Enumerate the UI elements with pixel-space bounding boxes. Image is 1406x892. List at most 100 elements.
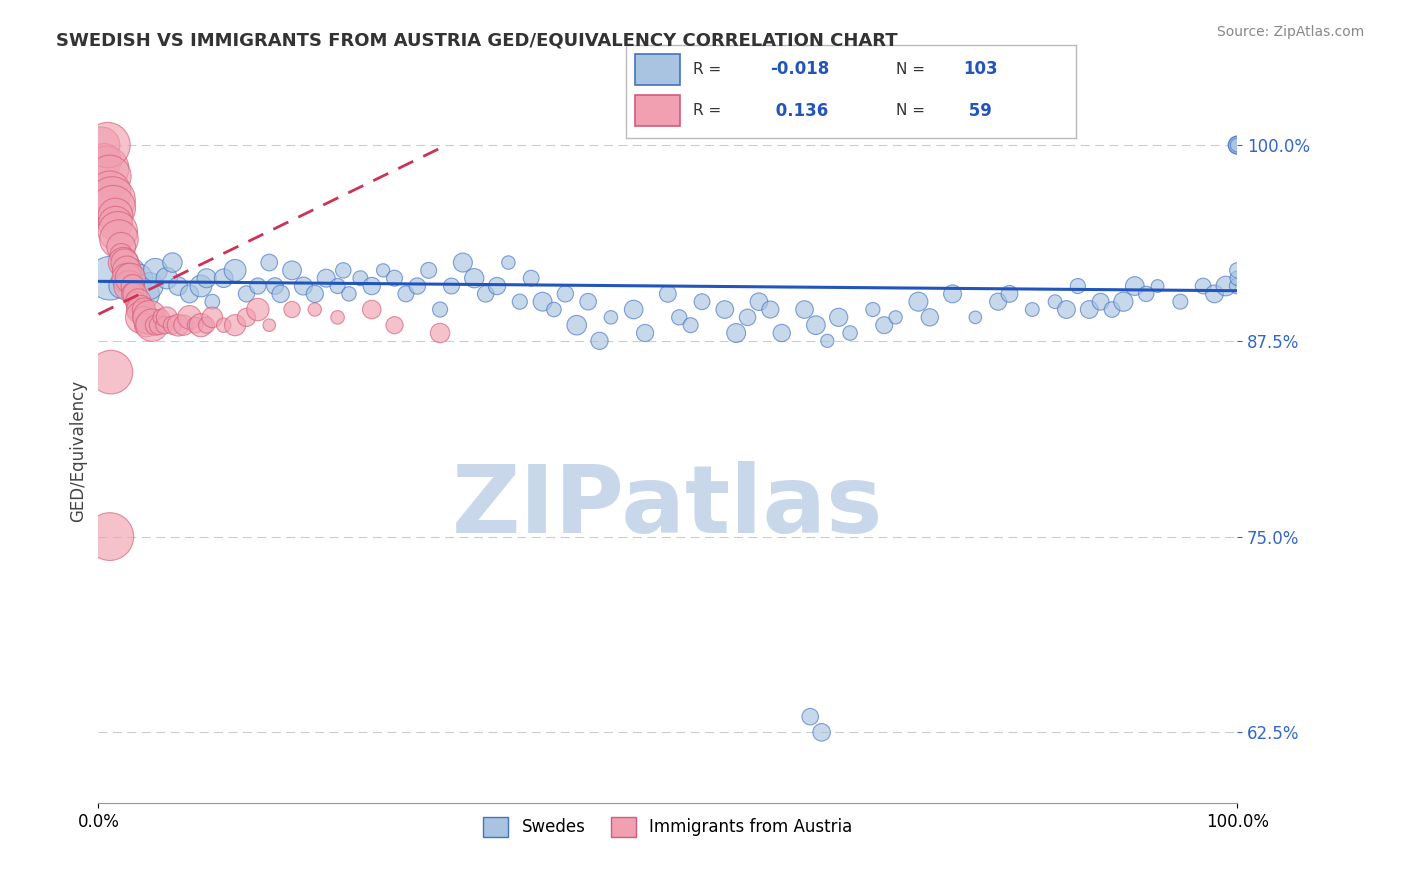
Point xyxy=(127,271,149,285)
Point xyxy=(1090,294,1112,309)
Point xyxy=(132,302,155,317)
Point xyxy=(212,271,235,285)
Point xyxy=(793,302,815,317)
Point xyxy=(965,310,987,325)
Point xyxy=(395,286,418,301)
Point xyxy=(190,279,212,293)
Point xyxy=(121,286,143,301)
Point xyxy=(110,248,132,262)
Point xyxy=(281,263,304,277)
Point xyxy=(942,286,965,301)
Point xyxy=(1112,294,1135,309)
Point xyxy=(98,271,121,285)
Point xyxy=(167,279,190,293)
Point xyxy=(115,263,138,277)
Point xyxy=(93,153,115,168)
Point xyxy=(131,310,153,325)
Point xyxy=(873,318,896,333)
Point xyxy=(498,255,520,269)
Point xyxy=(1101,302,1123,317)
Point xyxy=(115,271,138,285)
Point xyxy=(1226,279,1249,293)
Point xyxy=(349,271,371,285)
Bar xyxy=(634,95,679,126)
Point xyxy=(737,310,759,325)
Point xyxy=(156,271,179,285)
Point xyxy=(668,310,690,325)
Point xyxy=(224,263,246,277)
Point xyxy=(714,302,737,317)
Point xyxy=(138,310,160,325)
Point xyxy=(907,294,929,309)
Point xyxy=(246,279,269,293)
Point xyxy=(120,271,142,285)
Point xyxy=(125,294,148,309)
Point xyxy=(429,326,451,340)
Point xyxy=(1226,138,1249,153)
Point xyxy=(235,286,257,301)
Point xyxy=(141,318,163,333)
Point xyxy=(804,318,827,333)
Point xyxy=(918,310,941,325)
Point xyxy=(828,310,851,325)
Point xyxy=(304,286,326,301)
Point xyxy=(235,310,257,325)
Point xyxy=(531,294,554,309)
Point xyxy=(543,302,565,317)
Point xyxy=(259,318,281,333)
Point xyxy=(201,294,224,309)
Point xyxy=(770,326,793,340)
Point xyxy=(179,286,201,301)
Point xyxy=(132,310,155,325)
Point xyxy=(167,318,190,333)
Point xyxy=(332,263,354,277)
Point xyxy=(1192,279,1215,293)
Point xyxy=(1123,279,1146,293)
Text: -0.018: -0.018 xyxy=(769,61,830,78)
Point xyxy=(156,310,179,325)
Text: 103: 103 xyxy=(963,61,998,78)
Point xyxy=(96,161,118,176)
Point xyxy=(179,310,201,325)
Point xyxy=(815,334,838,348)
Point xyxy=(554,286,576,301)
Point xyxy=(810,725,832,739)
Point xyxy=(759,302,782,317)
Text: R =: R = xyxy=(693,103,721,118)
Point xyxy=(520,271,543,285)
Point xyxy=(224,318,246,333)
Point xyxy=(246,302,269,317)
Point xyxy=(486,279,509,293)
Point xyxy=(270,286,292,301)
Point xyxy=(1170,294,1192,309)
Point xyxy=(100,365,122,379)
Point xyxy=(162,318,184,333)
Point xyxy=(315,271,337,285)
Point xyxy=(384,318,406,333)
Point xyxy=(98,185,121,199)
Point xyxy=(326,279,349,293)
Point xyxy=(360,302,382,317)
Bar xyxy=(634,54,679,85)
Point xyxy=(132,286,155,301)
Text: SWEDISH VS IMMIGRANTS FROM AUSTRIA GED/EQUIVALENCY CORRELATION CHART: SWEDISH VS IMMIGRANTS FROM AUSTRIA GED/E… xyxy=(56,31,898,49)
Point xyxy=(110,279,132,293)
Text: 59: 59 xyxy=(963,102,993,120)
Point xyxy=(725,326,748,340)
Point xyxy=(104,216,127,230)
Point xyxy=(1226,138,1249,153)
Point xyxy=(1226,138,1249,153)
Point xyxy=(690,294,713,309)
Point xyxy=(588,334,610,348)
Point xyxy=(129,302,152,317)
Point xyxy=(127,294,149,309)
Point xyxy=(509,294,531,309)
Text: N =: N = xyxy=(896,62,925,77)
Point xyxy=(201,310,224,325)
Point xyxy=(1204,286,1226,301)
Point xyxy=(884,310,907,325)
Point xyxy=(451,255,474,269)
Text: R =: R = xyxy=(693,62,721,77)
Point xyxy=(145,263,167,277)
Point xyxy=(565,318,588,333)
